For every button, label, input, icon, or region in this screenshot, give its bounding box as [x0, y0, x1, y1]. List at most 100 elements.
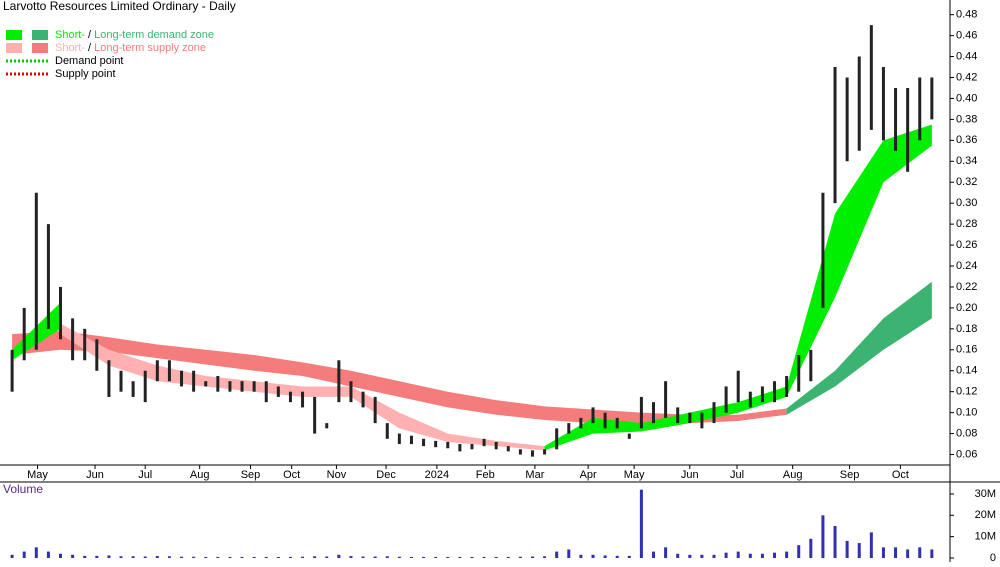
volume-bar — [482, 556, 486, 558]
y-tick-label: 0.24 — [956, 260, 977, 272]
volume-bar — [34, 547, 38, 558]
y-tick-label: 0.42 — [956, 71, 977, 83]
volume-bar — [736, 551, 740, 558]
volume-bar — [639, 489, 643, 558]
legend-text: Long-term demand zone — [94, 29, 214, 41]
x-tick-label: Aug — [783, 469, 803, 481]
volume-bar — [276, 556, 280, 558]
x-tick-label: Jun — [681, 469, 699, 481]
volume-bar — [894, 547, 898, 558]
volume-bar — [845, 540, 849, 558]
volume-bar — [361, 556, 365, 558]
volume-bar — [107, 555, 111, 558]
volume-bar — [83, 555, 87, 558]
volume-bar — [409, 556, 413, 558]
y-tick-label: 0.30 — [956, 197, 977, 209]
x-tick-label: May — [27, 469, 48, 481]
volume-bar — [446, 556, 450, 558]
x-tick-label: Jul — [730, 469, 744, 481]
volume-bar — [397, 556, 401, 558]
x-tick-label: 2024 — [425, 469, 449, 481]
volume-bar — [809, 538, 813, 558]
volume-bar — [288, 556, 292, 558]
legend-swatch — [32, 30, 48, 40]
x-tick-label: Feb — [476, 469, 495, 481]
volume-bar — [530, 556, 534, 558]
zone — [60, 323, 545, 451]
y-tick-label: 0.40 — [956, 92, 977, 104]
y-tick-label: 0.06 — [956, 448, 977, 460]
volume-bar — [881, 547, 885, 558]
zone — [544, 124, 932, 451]
volume-bar — [760, 553, 764, 558]
legend-label: Short- / Long-term demand zone — [55, 29, 214, 41]
volume-bar — [192, 556, 196, 558]
volume-bar — [518, 556, 522, 558]
volume-bar — [95, 555, 99, 558]
volume-bar — [10, 554, 14, 558]
volume-bar — [337, 554, 341, 558]
legend-label: Short- / Long-term supply zone — [55, 42, 206, 54]
zone — [12, 330, 787, 424]
volume-bar — [748, 553, 752, 558]
volume-bar — [434, 556, 438, 558]
volume-bar — [785, 551, 789, 558]
y-tick-label: 0.38 — [956, 113, 977, 125]
y-tick-label: 0.48 — [956, 9, 977, 21]
y-tick-label: 0.26 — [956, 239, 977, 251]
x-tick-label: Aug — [190, 469, 210, 481]
legend-label: Demand point — [55, 55, 124, 67]
y-tick-label: 0.44 — [956, 50, 977, 62]
volume-bar — [131, 556, 135, 558]
volume-bar — [603, 555, 607, 558]
legend-text: Short- — [55, 42, 85, 54]
y-tick-label: 30M — [975, 488, 996, 500]
zone — [786, 281, 932, 415]
volume-bar — [252, 556, 256, 558]
y-tick-label: 0.34 — [956, 155, 977, 167]
volume-bar — [301, 556, 305, 558]
volume-bar — [385, 556, 389, 558]
y-tick-label: 0.14 — [956, 365, 977, 377]
y-tick-label: 0.28 — [956, 218, 977, 230]
chart-title: Larvotto Resources Limited Ordinary - Da… — [3, 0, 236, 13]
volume-bar — [567, 549, 571, 558]
volume-bar — [119, 556, 123, 558]
volume-bar — [458, 556, 462, 558]
legend-label: Supply point — [55, 68, 116, 80]
y-tick-label: 0.18 — [956, 323, 977, 335]
volume-bar — [857, 543, 861, 558]
volume-bar — [373, 556, 377, 558]
volume-bar — [180, 556, 184, 558]
volume-bar — [543, 556, 547, 558]
volume-bar — [930, 549, 934, 558]
volume-bar — [615, 555, 619, 558]
volume-bar — [591, 554, 595, 558]
legend-text: / — [85, 29, 94, 41]
volume-bar — [724, 552, 728, 558]
volume-bar — [264, 556, 268, 558]
volume-bar — [664, 547, 668, 558]
x-tick-label: Oct — [892, 469, 909, 481]
volume-bar — [59, 553, 63, 558]
volume-bar — [494, 556, 498, 558]
x-tick-label: Jul — [138, 469, 152, 481]
y-tick-label: 0.22 — [956, 281, 977, 293]
x-tick-label: Mar — [525, 469, 544, 481]
y-tick-label: 10M — [975, 531, 996, 543]
volume-bar — [22, 551, 26, 558]
volume-bar — [46, 551, 50, 558]
y-tick-label: 0.12 — [956, 386, 977, 398]
volume-bar — [918, 547, 922, 558]
x-tick-label: Sep — [241, 469, 261, 481]
x-tick-label: Jun — [86, 469, 104, 481]
volume-bar — [797, 545, 801, 558]
volume-bar — [155, 556, 159, 558]
volume-bar — [555, 551, 559, 558]
y-tick-label: 0.10 — [956, 407, 977, 419]
y-tick-label: 0.46 — [956, 30, 977, 42]
volume-bar — [773, 552, 777, 558]
volume-bar — [167, 556, 171, 558]
y-tick-label: 0.20 — [956, 302, 977, 314]
